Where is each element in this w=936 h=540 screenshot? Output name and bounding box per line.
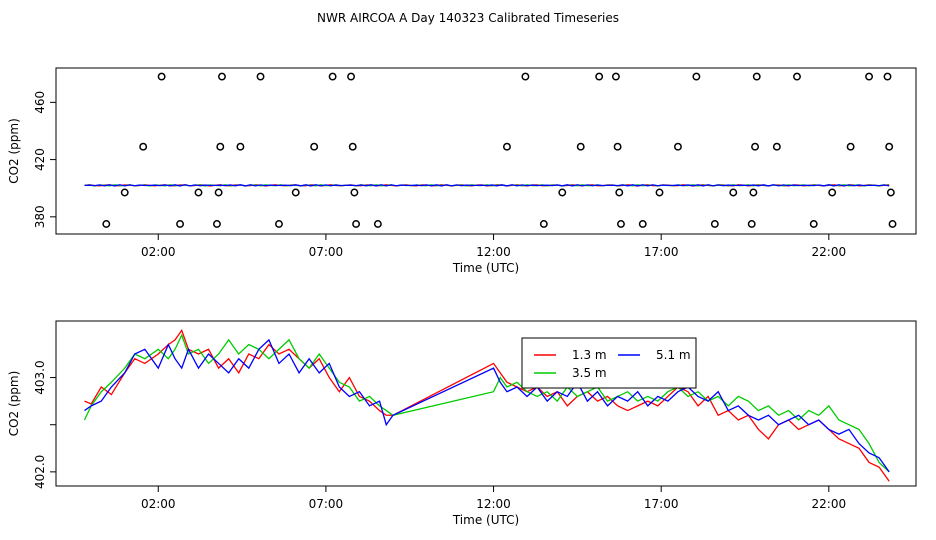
x-tick-label: 02:00: [141, 245, 176, 259]
legend-label: 1.3 m: [572, 348, 607, 362]
data-point: [751, 142, 760, 151]
x-tick-label: 07:00: [309, 497, 344, 511]
data-point: [793, 72, 801, 81]
data-point: [828, 188, 837, 197]
data-point: [275, 220, 283, 228]
y-tick-label: 460: [33, 91, 47, 114]
legend-box: [521, 337, 697, 389]
data-point: [865, 72, 874, 81]
data-point: [120, 188, 129, 197]
panel-bottom: 02:00 07:00 12:00 17:00 22:00 402.0 403.0 Time …: [7, 320, 917, 527]
data-point: [613, 142, 622, 151]
data-point: [595, 72, 604, 81]
series-line-5-1-m: [84, 338, 890, 473]
x-tick-label: 07:00: [309, 245, 344, 259]
x-tick-label: 12:00: [476, 497, 511, 511]
chart-title: NWR AIRCOA A Day 140323 Calibrated Times…: [317, 11, 619, 25]
data-point: [503, 142, 511, 151]
data-point: [176, 220, 185, 228]
data-point: [521, 72, 530, 81]
data-point: [347, 72, 355, 81]
data-point: [673, 142, 682, 151]
data-point: [212, 220, 221, 228]
data-point: [655, 188, 664, 197]
series-line-3-5-m: [83, 333, 890, 473]
y-axis-label: CO2 (ppm): [7, 371, 21, 437]
x-axis-label: Time (UTC): [452, 513, 519, 527]
data-point: [710, 220, 719, 228]
data-point: [617, 220, 625, 228]
series-line-5-1-m: [84, 184, 890, 187]
plot-area: [84, 72, 897, 228]
y-tick-label: 420: [33, 148, 47, 171]
x-tick-label: 12:00: [476, 245, 511, 259]
data-point: [328, 72, 337, 81]
data-point: [883, 72, 892, 81]
legend: 1.3 m 5.1 m 3.5 m: [521, 337, 697, 389]
data-point: [752, 72, 761, 81]
data-point: [558, 188, 567, 197]
panel-top: 02:00 07:00 12:00 17:00 22:00 380 420 460 Time (…: [7, 67, 917, 275]
y-tick-label: 402.0: [33, 455, 47, 489]
y-tick-label: 403.0: [33, 360, 47, 394]
data-point: [256, 72, 265, 81]
data-point: [214, 188, 223, 197]
data-point: [885, 142, 894, 151]
data-point: [772, 142, 781, 151]
data-point: [692, 72, 701, 81]
series-line-1-3-m: [84, 329, 890, 482]
data-point: [291, 188, 300, 197]
data-point: [236, 142, 245, 151]
data-point: [615, 188, 624, 197]
data-point: [809, 220, 818, 228]
x-tick-label: 22:00: [812, 497, 847, 511]
data-point: [216, 142, 225, 151]
data-point: [373, 220, 382, 228]
x-tick-label: 17:00: [644, 497, 679, 511]
data-point: [729, 188, 738, 197]
data-point: [102, 220, 111, 228]
data-point: [310, 142, 319, 151]
data-point: [576, 142, 585, 151]
data-point: [539, 220, 548, 228]
data-point: [194, 188, 203, 197]
data-point: [218, 72, 226, 81]
data-point: [888, 220, 897, 228]
data-point: [350, 188, 359, 197]
legend-label: 3.5 m: [572, 366, 607, 380]
y-tick-label: 380: [33, 205, 47, 228]
data-point: [139, 142, 148, 151]
x-tick-label: 17:00: [644, 245, 679, 259]
x-tick-label: 02:00: [141, 497, 176, 511]
plot-area: [83, 329, 890, 482]
data-point: [611, 72, 620, 81]
data-point: [749, 188, 758, 197]
data-point: [886, 188, 895, 197]
data-point: [157, 72, 166, 81]
y-axis-label: CO2 (ppm): [7, 118, 21, 184]
data-point: [348, 142, 357, 151]
data-point: [846, 142, 855, 151]
plot-frame: [55, 67, 917, 235]
data-point: [638, 220, 647, 228]
plot-frame: [55, 320, 917, 487]
data-point: [747, 220, 756, 228]
x-tick-label: 22:00: [812, 245, 847, 259]
x-axis-label: Time (UTC): [452, 261, 519, 275]
data-point: [352, 220, 361, 228]
legend-label: 5.1 m: [656, 348, 691, 362]
